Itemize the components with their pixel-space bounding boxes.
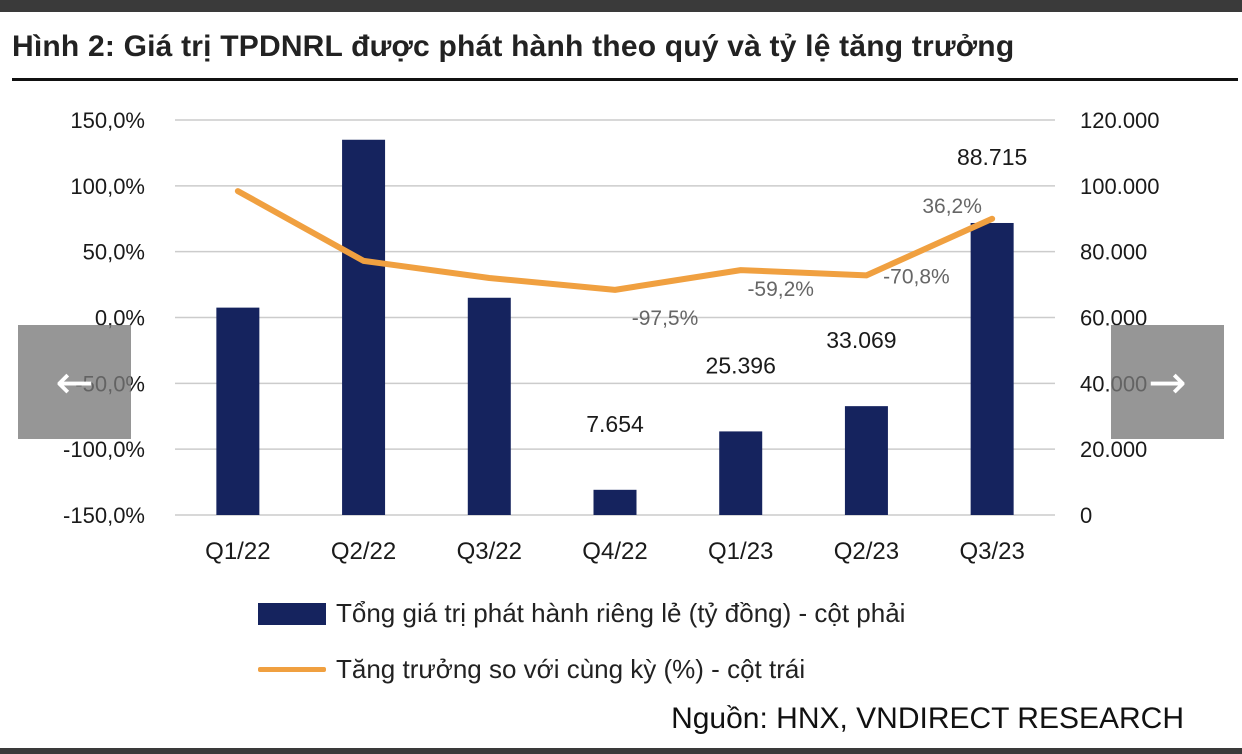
bar [844,406,888,515]
bottom-strip [0,748,1242,754]
bar [342,139,386,515]
category-label: Q2/22 [331,538,396,565]
bar-value-label: 7.654 [586,411,644,437]
arrow-right-icon: → [1148,355,1187,409]
category-label: Q2/23 [834,538,899,565]
bar [593,489,637,515]
bar [719,431,763,515]
next-arrow-button[interactable]: → [1111,325,1224,439]
figure-title: Hình 2: Giá trị TPDNRL được phát hành th… [12,30,1015,63]
source-note: Nguồn: HNX, VNDIRECT RESEARCH [671,702,1184,735]
left-tick-label: 150,0% [70,108,145,133]
top-strip [0,0,1242,12]
left-tick-label: 100,0% [70,174,145,199]
left-tick-label: -100,0% [63,437,145,462]
legend-bar-swatch [258,602,326,625]
bar-series [216,139,1014,515]
right-tick-label: 100.000 [1080,174,1160,199]
legend-line-swatch [258,667,326,672]
bar-value-label: 88.715 [957,144,1027,170]
prev-arrow-button[interactable]: ← [18,325,131,439]
category-label: Q4/22 [582,538,647,565]
combo-chart: 150,0%100,0%50,0%0,0%-50,0%-100,0%-150,0… [63,108,1160,565]
grid-lines [175,119,1055,516]
category-label: Q3/22 [457,538,522,565]
category-label: Q3/23 [959,538,1024,565]
data-labels: 7.654 25.396 33.069 88.715 -97,5% -59,2% -70,8… [586,144,1027,437]
category-axis: Q1/22 Q2/22 Q3/22 Q4/22 Q1/23 Q2/23 Q3/23 [205,538,1025,565]
category-label: Q1/22 [205,538,270,565]
right-tick-label: 80.000 [1080,240,1147,265]
left-axis: 150,0%100,0%50,0%0,0%-50,0%-100,0%-150,0… [63,108,145,528]
bar [970,222,1014,515]
legend-bar-label: Tổng giá trị phát hành riêng lẻ (tỷ đồng… [336,598,906,628]
legend-item-line: Tăng trưởng so với cùng kỳ (%) - cột trá… [258,654,805,685]
title-rule [12,78,1238,81]
bar [467,297,511,515]
category-label: Q1/23 [708,538,773,565]
bar-value-label: 33.069 [826,327,896,353]
line-series [234,188,996,293]
legend-line-label: Tăng trưởng so với cùng kỳ (%) - cột trá… [336,654,806,684]
bar [216,307,260,515]
legend-item-bar: Tổng giá trị phát hành riêng lẻ (tỷ đồng… [258,598,905,629]
growth-line [234,188,996,293]
arrow-left-icon: ← [55,355,94,409]
growth-value-label: 36,2% [922,195,982,218]
growth-value-label: -97,5% [632,307,699,330]
bar-value-label: 25.396 [706,352,776,378]
left-tick-label: 50,0% [83,240,145,265]
growth-value-label: -70,8% [883,265,950,288]
right-tick-label: 20.000 [1080,437,1147,462]
right-tick-label: 0 [1080,503,1092,528]
growth-value-label: -59,2% [747,278,814,301]
left-tick-label: -150,0% [63,503,145,528]
right-tick-label: 120.000 [1080,108,1160,133]
